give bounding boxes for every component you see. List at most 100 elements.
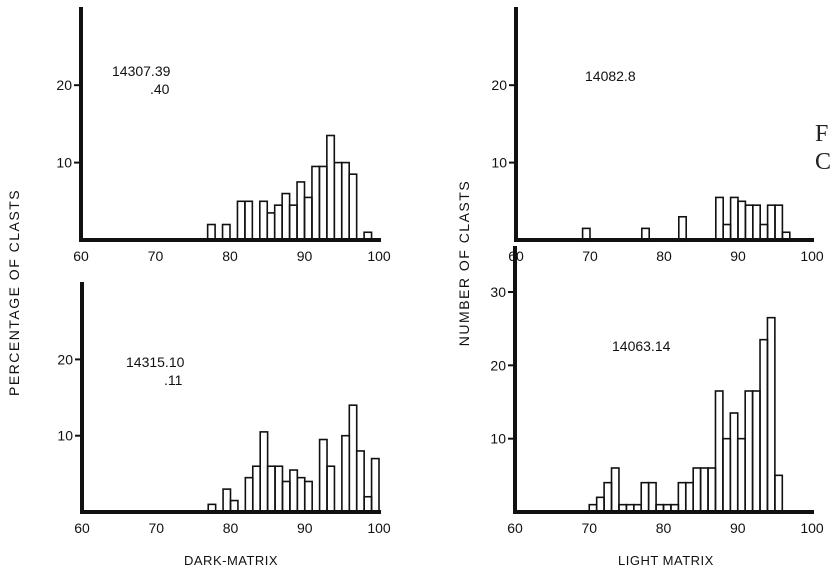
histogram-bar	[677, 481, 687, 513]
left-y-axis-label: PERCENTAGE OF CLASTS	[6, 188, 22, 396]
histogram-bar	[326, 465, 336, 513]
histogram-bar	[258, 200, 269, 241]
histogram-bar	[259, 431, 269, 513]
histogram-bar	[684, 481, 695, 513]
histogram-panel-2: 10206070809010014082.8	[491, 7, 824, 264]
histogram-bar	[244, 200, 254, 241]
histogram-bar	[640, 481, 650, 513]
histogram-bar	[326, 134, 336, 241]
histogram-bar	[722, 437, 732, 513]
x-tick-label: 80	[222, 248, 238, 264]
histogram-bar	[737, 200, 747, 241]
histogram-bar	[647, 481, 657, 513]
y-tick-label: 20	[490, 357, 506, 373]
sample-label: .11	[164, 372, 183, 388]
y-tick-label: 10	[491, 155, 507, 171]
sample-label: 14315.10	[126, 354, 185, 370]
histogram-bar	[266, 212, 276, 241]
x-tick-label: 80	[223, 520, 239, 536]
x-tick-label: 100	[367, 520, 391, 536]
histogram-bar	[318, 165, 328, 241]
x-tick-label: 90	[730, 520, 746, 536]
x-tick-label: 70	[582, 248, 598, 264]
right-y-axis-label: NUMBER OF CLASTS	[456, 179, 472, 347]
histogram-bar	[759, 223, 769, 241]
x-tick-label: 60	[73, 248, 89, 264]
histogram-bar	[236, 200, 246, 241]
histogram-bar	[766, 204, 776, 241]
histogram-bar	[363, 231, 373, 241]
histogram-bar	[288, 204, 298, 241]
x-tick-label: 90	[297, 248, 313, 264]
cropped-caption-line-1: F	[815, 121, 829, 147]
histogram-bar	[207, 503, 217, 513]
y-tick-label: 20	[491, 77, 507, 93]
histogram-bar	[363, 495, 373, 513]
x-tick-label: 100	[800, 520, 824, 536]
x-tick-label: 60	[74, 520, 90, 536]
histogram-bar	[318, 438, 328, 513]
histogram-bar	[692, 467, 702, 513]
sample-label: 14082.8	[585, 68, 636, 84]
y-tick-label: 10	[490, 431, 506, 447]
y-tick-label: 10	[57, 428, 73, 444]
histogram-bar	[222, 488, 232, 513]
histogram-bar	[303, 480, 313, 513]
histogram-bar	[751, 204, 761, 241]
histogram-bar	[289, 469, 299, 513]
histogram-bar	[640, 227, 650, 241]
histogram-bar	[759, 338, 769, 513]
y-tick-label: 30	[490, 284, 506, 300]
x-tick-label: 100	[367, 248, 391, 264]
x-tick-label: 70	[581, 520, 597, 536]
histogram-bar	[281, 192, 291, 241]
histogram-bar	[699, 467, 709, 513]
right-x-axis-label: LIGHT MATRIX	[618, 553, 714, 568]
histogram-bar	[774, 204, 784, 241]
histogram-bar	[714, 196, 724, 241]
histogram-bar	[348, 404, 358, 513]
y-tick-label: 10	[56, 155, 72, 171]
histogram-bar	[303, 196, 313, 241]
sample-label: 14063.14	[612, 338, 671, 354]
histogram-bar	[729, 412, 739, 513]
histogram-bar	[244, 476, 254, 513]
x-tick-label: 100	[800, 248, 824, 264]
left-x-axis-label: DARK-MATRIX	[184, 553, 279, 568]
histogram-bar	[206, 223, 216, 241]
histogram-bar	[251, 465, 261, 513]
histogram-panel-1: 10 20 60 70 80 90 100 14307.39 .40	[56, 7, 391, 264]
histogram-bar	[714, 390, 724, 513]
histogram-bar	[333, 161, 343, 241]
histogram-bar	[221, 223, 231, 241]
cropped-caption-fragment: F C	[815, 120, 830, 176]
x-tick-label: 80	[656, 520, 672, 536]
histogram-bar	[340, 161, 350, 241]
cropped-caption-line-2: C	[815, 149, 830, 175]
histogram-bar	[736, 437, 746, 513]
histogram-bar	[744, 204, 754, 241]
x-tick-label: 70	[148, 520, 164, 536]
histogram-bar	[774, 474, 784, 513]
histogram-bar	[722, 223, 732, 241]
x-tick-label: 90	[297, 520, 313, 536]
histogram-bar	[341, 434, 351, 513]
histogram-bar	[266, 465, 276, 513]
histogram-bar	[370, 457, 380, 513]
histogram-panel-4: 10 20 30 60 70 80 90 100 14063.14	[490, 246, 824, 536]
histogram-bar	[355, 450, 365, 513]
histogram-bar	[595, 496, 605, 513]
histogram-bar	[781, 231, 791, 241]
x-tick-label: 80	[656, 248, 672, 264]
histogram-bar	[273, 204, 283, 241]
histogram-bar	[274, 465, 284, 513]
histogram-bar	[296, 181, 306, 241]
histogram-bar	[751, 390, 761, 513]
histogram-bar	[581, 227, 591, 241]
x-tick-label: 70	[148, 248, 164, 264]
histogram-bar	[677, 215, 687, 241]
histogram-bar	[296, 476, 306, 513]
histogram-bar	[281, 480, 291, 513]
histogram-bar	[744, 390, 754, 513]
